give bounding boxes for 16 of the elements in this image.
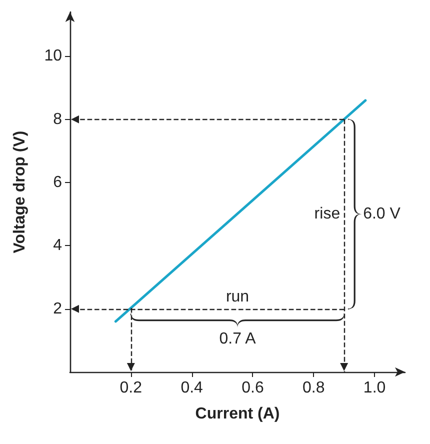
x-tick-label: 0.4 — [180, 380, 204, 396]
y-tick-label: 4 — [53, 237, 62, 254]
annotation: run — [226, 288, 250, 306]
x-tick-label: 0.6 — [242, 380, 264, 396]
x-tick-label: 0.2 — [120, 380, 142, 396]
y-tick-label: 2 — [53, 300, 62, 318]
y-tick-label: 8 — [53, 110, 62, 128]
annotation: 6.0 V — [363, 206, 401, 223]
y-tick-label: 6 — [53, 174, 62, 192]
x-tick-label: 1.0 — [363, 380, 386, 396]
y-axis-title: Voltage drop (V) — [12, 130, 28, 254]
y-tick-label: 10 — [44, 48, 62, 65]
annotation: rise — [314, 206, 340, 223]
annotation: 0.7 A — [219, 330, 256, 348]
x-tick-label: 0.8 — [302, 380, 325, 396]
x-axis-title: Current (A) — [195, 406, 280, 422]
